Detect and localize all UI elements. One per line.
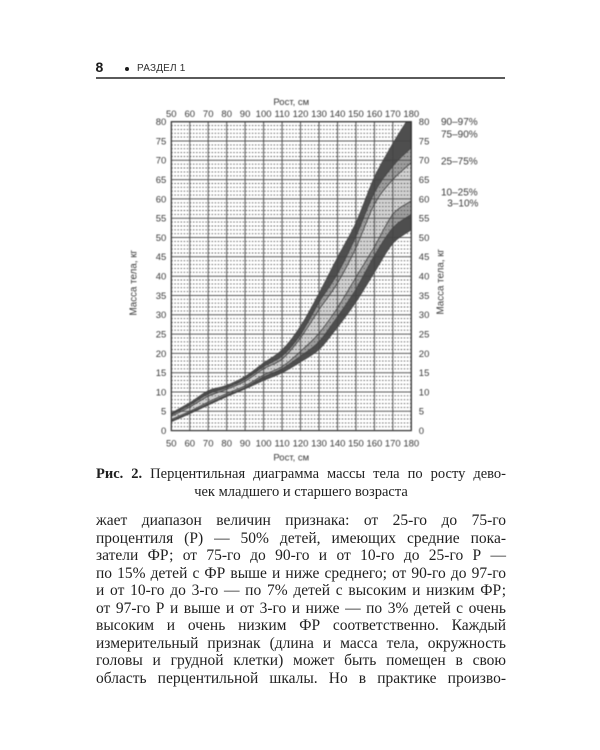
svg-text:10: 10	[419, 387, 430, 398]
svg-text:160: 160	[366, 438, 382, 449]
svg-text:70: 70	[419, 156, 430, 167]
svg-text:160: 160	[366, 109, 382, 120]
svg-text:150: 150	[348, 109, 364, 120]
svg-text:0: 0	[161, 426, 166, 437]
svg-text:Рост, см: Рост, см	[273, 97, 309, 108]
svg-text:35: 35	[419, 291, 430, 302]
svg-text:150: 150	[348, 438, 364, 449]
svg-text:20: 20	[419, 349, 430, 360]
svg-text:50: 50	[166, 438, 177, 449]
svg-text:45: 45	[419, 252, 430, 263]
svg-text:110: 110	[275, 109, 290, 120]
svg-text:3–10%: 3–10%	[447, 199, 478, 210]
svg-text:5: 5	[161, 407, 166, 418]
svg-text:100: 100	[256, 109, 272, 120]
svg-text:35: 35	[156, 291, 167, 302]
svg-text:75: 75	[419, 136, 430, 147]
svg-text:90–97%: 90–97%	[441, 117, 478, 128]
svg-text:80: 80	[419, 117, 430, 128]
svg-text:40: 40	[156, 272, 167, 283]
svg-text:10: 10	[156, 387, 167, 398]
svg-text:Масса тела, кг: Масса тела, кг	[436, 248, 447, 314]
svg-text:140: 140	[330, 438, 346, 449]
svg-text:45: 45	[156, 252, 167, 263]
svg-text:55: 55	[419, 214, 430, 225]
svg-text:90: 90	[240, 109, 251, 120]
svg-text:5: 5	[419, 407, 424, 418]
svg-text:Масса тела, кг: Масса тела, кг	[129, 249, 140, 315]
svg-text:80: 80	[221, 438, 232, 449]
svg-text:180: 180	[403, 438, 419, 449]
svg-text:60: 60	[419, 194, 430, 205]
svg-text:80: 80	[156, 117, 167, 128]
svg-text:25: 25	[419, 330, 430, 341]
svg-text:30: 30	[419, 310, 430, 321]
svg-text:30: 30	[156, 310, 167, 321]
svg-text:75: 75	[156, 136, 167, 147]
svg-text:25–75%: 25–75%	[441, 157, 478, 168]
svg-text:75–90%: 75–90%	[441, 130, 478, 141]
svg-text:55: 55	[156, 214, 167, 225]
svg-text:15: 15	[419, 368, 430, 379]
svg-text:50: 50	[419, 233, 430, 244]
svg-text:65: 65	[156, 175, 167, 186]
svg-text:60: 60	[185, 438, 196, 449]
svg-text:170: 170	[385, 109, 401, 120]
svg-text:120: 120	[293, 109, 309, 120]
svg-text:60: 60	[185, 109, 196, 120]
svg-text:20: 20	[156, 349, 167, 360]
svg-text:65: 65	[419, 175, 430, 186]
svg-text:40: 40	[419, 272, 430, 283]
svg-text:80: 80	[221, 109, 232, 120]
svg-text:70: 70	[156, 156, 167, 167]
svg-text:140: 140	[330, 109, 346, 120]
svg-text:170: 170	[385, 438, 401, 449]
svg-text:10–25%: 10–25%	[441, 188, 478, 199]
svg-text:70: 70	[203, 109, 214, 120]
svg-text:120: 120	[293, 438, 309, 449]
svg-text:50: 50	[156, 233, 167, 244]
svg-text:0: 0	[419, 426, 424, 437]
svg-text:70: 70	[203, 438, 214, 449]
svg-text:180: 180	[403, 109, 419, 120]
svg-text:25: 25	[156, 330, 167, 341]
svg-text:110: 110	[275, 438, 290, 449]
svg-text:60: 60	[156, 194, 167, 205]
svg-text:100: 100	[256, 438, 272, 449]
svg-text:15: 15	[156, 368, 167, 379]
svg-text:Рост, см: Рост, см	[273, 452, 309, 463]
svg-text:90: 90	[240, 438, 251, 449]
svg-text:50: 50	[166, 109, 177, 120]
svg-text:130: 130	[311, 109, 327, 120]
svg-text:130: 130	[311, 438, 327, 449]
